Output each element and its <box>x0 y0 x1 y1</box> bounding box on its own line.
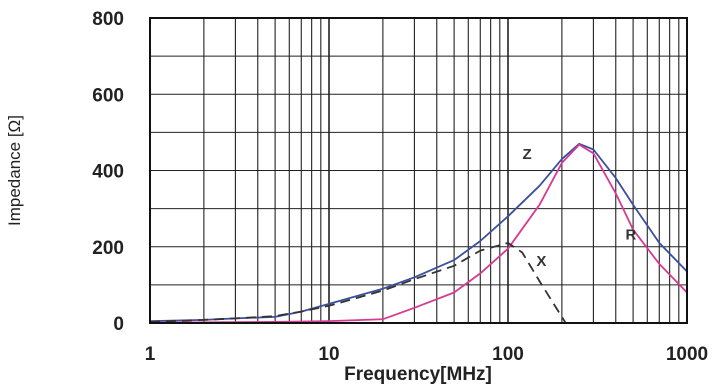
x-tick-label: 100 <box>492 344 524 365</box>
series-label-r: R <box>626 227 637 244</box>
series-line-z <box>149 142 688 322</box>
series-line-r <box>149 143 688 324</box>
y-axis-title: Impedance [Ω] <box>5 115 24 226</box>
series-label-x: X <box>536 253 546 270</box>
plot-frame <box>149 17 688 324</box>
x-tick-label: 10 <box>318 344 339 365</box>
x-tick-label: 1000 <box>666 344 708 365</box>
series-label-z: Z <box>523 146 532 163</box>
y-tick-label: 200 <box>92 238 124 259</box>
x-tick-label: 1 <box>145 344 156 365</box>
y-tick-label: 600 <box>92 85 124 106</box>
x-axis-title: Frequency[MHz] <box>344 364 492 385</box>
grid <box>150 18 687 323</box>
series-line-x <box>149 242 567 324</box>
y-tick-label: 800 <box>92 9 124 30</box>
y-tick-label: 0 <box>113 314 124 335</box>
tick-labels: 1 10 100 1000 0 200 400 600 800 <box>92 9 708 365</box>
y-tick-label: 400 <box>92 162 124 183</box>
series-lines <box>149 142 688 324</box>
series-labels: Z R X <box>523 146 637 270</box>
